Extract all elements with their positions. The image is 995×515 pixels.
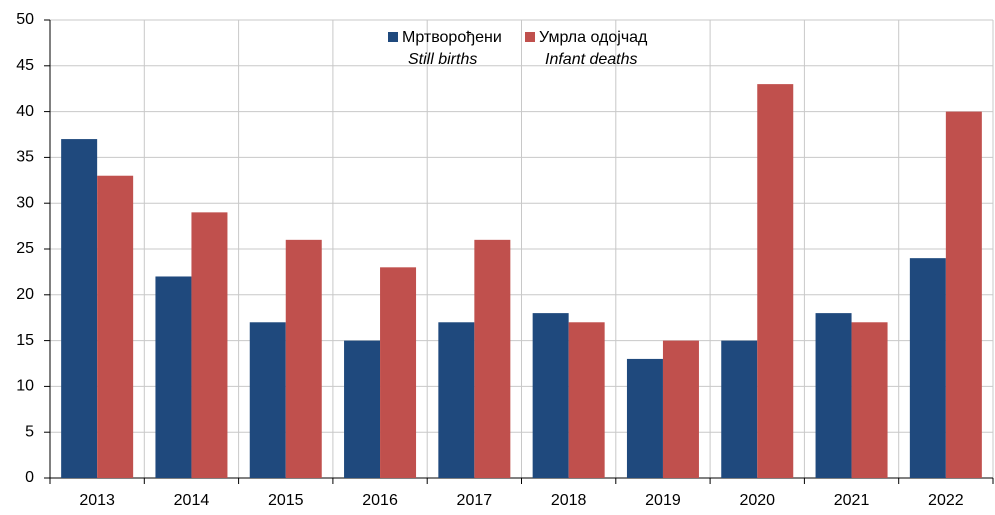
y-tick-label: 30 [16, 194, 34, 211]
legend-label: Мртворођени [402, 29, 502, 46]
x-tick-label: 2018 [551, 492, 587, 509]
x-tick-label: 2022 [928, 492, 964, 509]
y-tick-label: 10 [16, 378, 34, 395]
bar [532, 313, 569, 478]
legend-label-en: Still births [408, 51, 477, 68]
bar [945, 111, 982, 478]
y-tick-label: 50 [16, 11, 34, 28]
y-tick-label: 35 [16, 149, 34, 166]
bar [155, 276, 192, 478]
bar [249, 322, 286, 478]
legend-label: Умрла одојчад [539, 29, 648, 46]
bar [626, 358, 663, 478]
y-tick-label: 40 [16, 103, 34, 120]
bar [97, 175, 134, 478]
y-tick-label: 25 [16, 240, 34, 257]
legend-swatch [388, 32, 398, 42]
bar [191, 212, 228, 479]
bar [721, 340, 758, 478]
y-tick-label: 20 [16, 286, 34, 303]
bar [851, 322, 888, 478]
x-tick-label: 2014 [174, 492, 210, 509]
legend-label-en: Infant deaths [545, 51, 638, 68]
y-tick-label: 15 [16, 332, 34, 349]
bar [815, 313, 852, 478]
bar [662, 340, 699, 478]
bar [380, 267, 417, 478]
x-tick-label: 2021 [834, 492, 870, 509]
y-tick-label: 45 [16, 57, 34, 74]
x-tick-label: 2016 [362, 492, 398, 509]
bar [909, 258, 946, 478]
x-tick-label: 2013 [79, 492, 115, 509]
bar [568, 322, 605, 478]
x-tick-label: 2019 [645, 492, 681, 509]
bar [438, 322, 475, 478]
bar [757, 84, 794, 479]
y-tick-label: 0 [25, 469, 34, 486]
x-tick-label: 2017 [457, 492, 493, 509]
bar [344, 340, 381, 478]
y-tick-label: 5 [25, 423, 34, 440]
bar [474, 239, 511, 478]
bar [61, 139, 98, 478]
x-tick-label: 2015 [268, 492, 304, 509]
x-tick-label: 2020 [739, 492, 775, 509]
legend-swatch [525, 32, 535, 42]
bar [285, 239, 322, 478]
